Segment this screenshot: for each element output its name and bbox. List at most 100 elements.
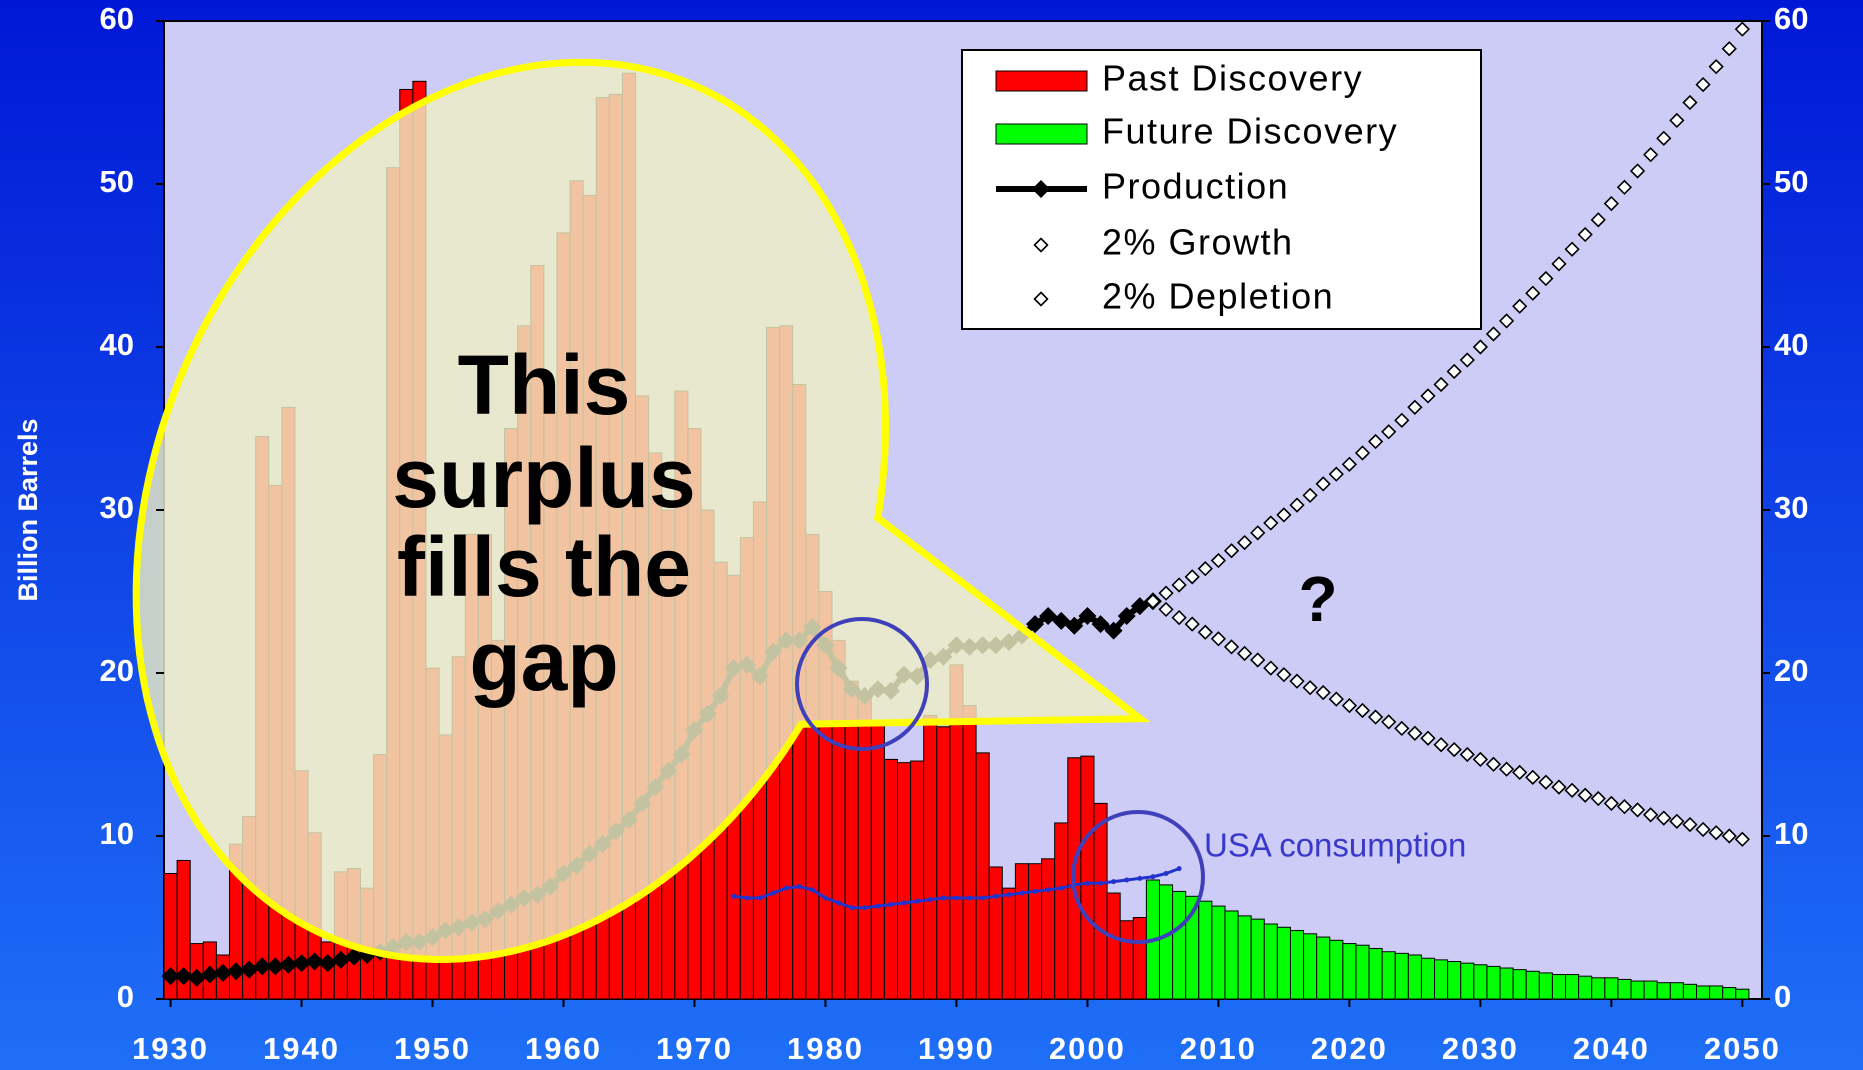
marker <box>809 887 815 893</box>
y-tick-label: 60 <box>100 1 134 36</box>
bar <box>1604 977 1619 1000</box>
marker <box>1459 352 1475 368</box>
legend-label: 2% Depletion <box>1102 276 1334 317</box>
bar <box>1617 978 1632 1000</box>
bar <box>1263 923 1278 1000</box>
marker <box>1163 870 1169 876</box>
x-tick-label: 2020 <box>1311 1031 1388 1066</box>
marker <box>1184 569 1200 585</box>
marker <box>953 895 959 901</box>
marker <box>849 905 855 911</box>
bar <box>1630 980 1645 1000</box>
bar <box>1132 917 1147 1000</box>
bar <box>1381 951 1396 1000</box>
bar <box>844 680 859 1000</box>
marker <box>1019 890 1025 896</box>
y2-tick-label: 60 <box>1774 1 1808 36</box>
marker <box>1616 799 1633 815</box>
bar <box>975 752 990 1000</box>
marker <box>1302 680 1318 696</box>
bar <box>1041 858 1056 1000</box>
bar <box>1735 988 1750 1000</box>
callout-line: gap <box>469 614 618 708</box>
marker <box>1158 601 1174 618</box>
marker <box>1629 163 1646 179</box>
marker <box>1695 821 1711 838</box>
legend-box <box>961 49 1482 330</box>
callout-line: This <box>458 338 631 432</box>
marker <box>1276 666 1292 683</box>
marker <box>1643 147 1659 163</box>
y2-tick-label: 10 <box>1774 816 1808 851</box>
marker <box>1236 534 1253 551</box>
bar <box>1237 915 1252 1000</box>
marker <box>1485 326 1502 342</box>
bar <box>1460 962 1475 1000</box>
marker <box>187 968 206 987</box>
marker <box>344 947 363 966</box>
marker <box>1616 179 1633 195</box>
marker <box>1525 769 1541 785</box>
bar <box>1669 982 1684 1000</box>
marker <box>1354 702 1371 719</box>
bar <box>1407 954 1422 1000</box>
marker <box>1223 543 1240 559</box>
marker <box>1498 761 1515 777</box>
marker <box>862 905 868 911</box>
bar <box>1512 969 1527 1000</box>
marker <box>1446 363 1462 380</box>
y2-tick-label: 40 <box>1774 327 1808 362</box>
bar <box>1656 982 1671 1000</box>
marker <box>1367 433 1384 450</box>
marker <box>292 954 311 973</box>
bar <box>1106 892 1121 1000</box>
marker <box>1512 764 1528 781</box>
marker <box>1551 779 1567 795</box>
marker <box>1210 552 1227 569</box>
marker <box>1171 577 1187 593</box>
marker <box>1289 673 1305 689</box>
marker <box>1104 621 1123 640</box>
marker <box>1708 59 1724 75</box>
x-tick-label: 2050 <box>1704 1031 1781 1066</box>
marker <box>1176 866 1182 872</box>
marker <box>1459 746 1475 763</box>
marker <box>1197 561 1213 577</box>
legend-label: Future Discovery <box>1102 111 1398 152</box>
callout-line: surplus <box>392 431 695 525</box>
marker <box>1538 270 1554 287</box>
legend: Past Discovery Future Discovery Production… <box>995 58 1398 317</box>
marker <box>1407 399 1423 415</box>
x-tick-label: 2010 <box>1180 1031 1257 1066</box>
bar <box>1355 944 1370 1000</box>
x-tick-label: 2000 <box>1049 1031 1126 1066</box>
marker <box>1603 195 1620 212</box>
bar <box>1682 983 1698 1000</box>
marker <box>1394 720 1410 737</box>
x-tick-label: 1990 <box>918 1031 995 1066</box>
marker <box>1098 880 1104 886</box>
marker <box>1158 585 1174 601</box>
marker <box>1150 874 1156 880</box>
bar <box>857 696 872 1000</box>
marker <box>1065 616 1084 635</box>
marker <box>901 900 907 906</box>
marker <box>1407 725 1423 741</box>
bar <box>1420 957 1436 1000</box>
bar <box>1551 974 1567 1000</box>
bar <box>988 866 1003 1000</box>
marker <box>213 963 232 982</box>
callout-shape <box>132 58 1151 964</box>
bar <box>176 859 191 1000</box>
marker <box>731 893 737 899</box>
marker <box>980 895 986 901</box>
x-tick-label: 2040 <box>1573 1031 1650 1066</box>
marker <box>1328 466 1344 482</box>
marker <box>1682 94 1698 111</box>
bar <box>1394 952 1409 1000</box>
marker <box>1472 751 1489 768</box>
marker <box>1302 487 1318 503</box>
y-tick-label: 0 <box>117 979 134 1014</box>
marker <box>1721 41 1737 57</box>
